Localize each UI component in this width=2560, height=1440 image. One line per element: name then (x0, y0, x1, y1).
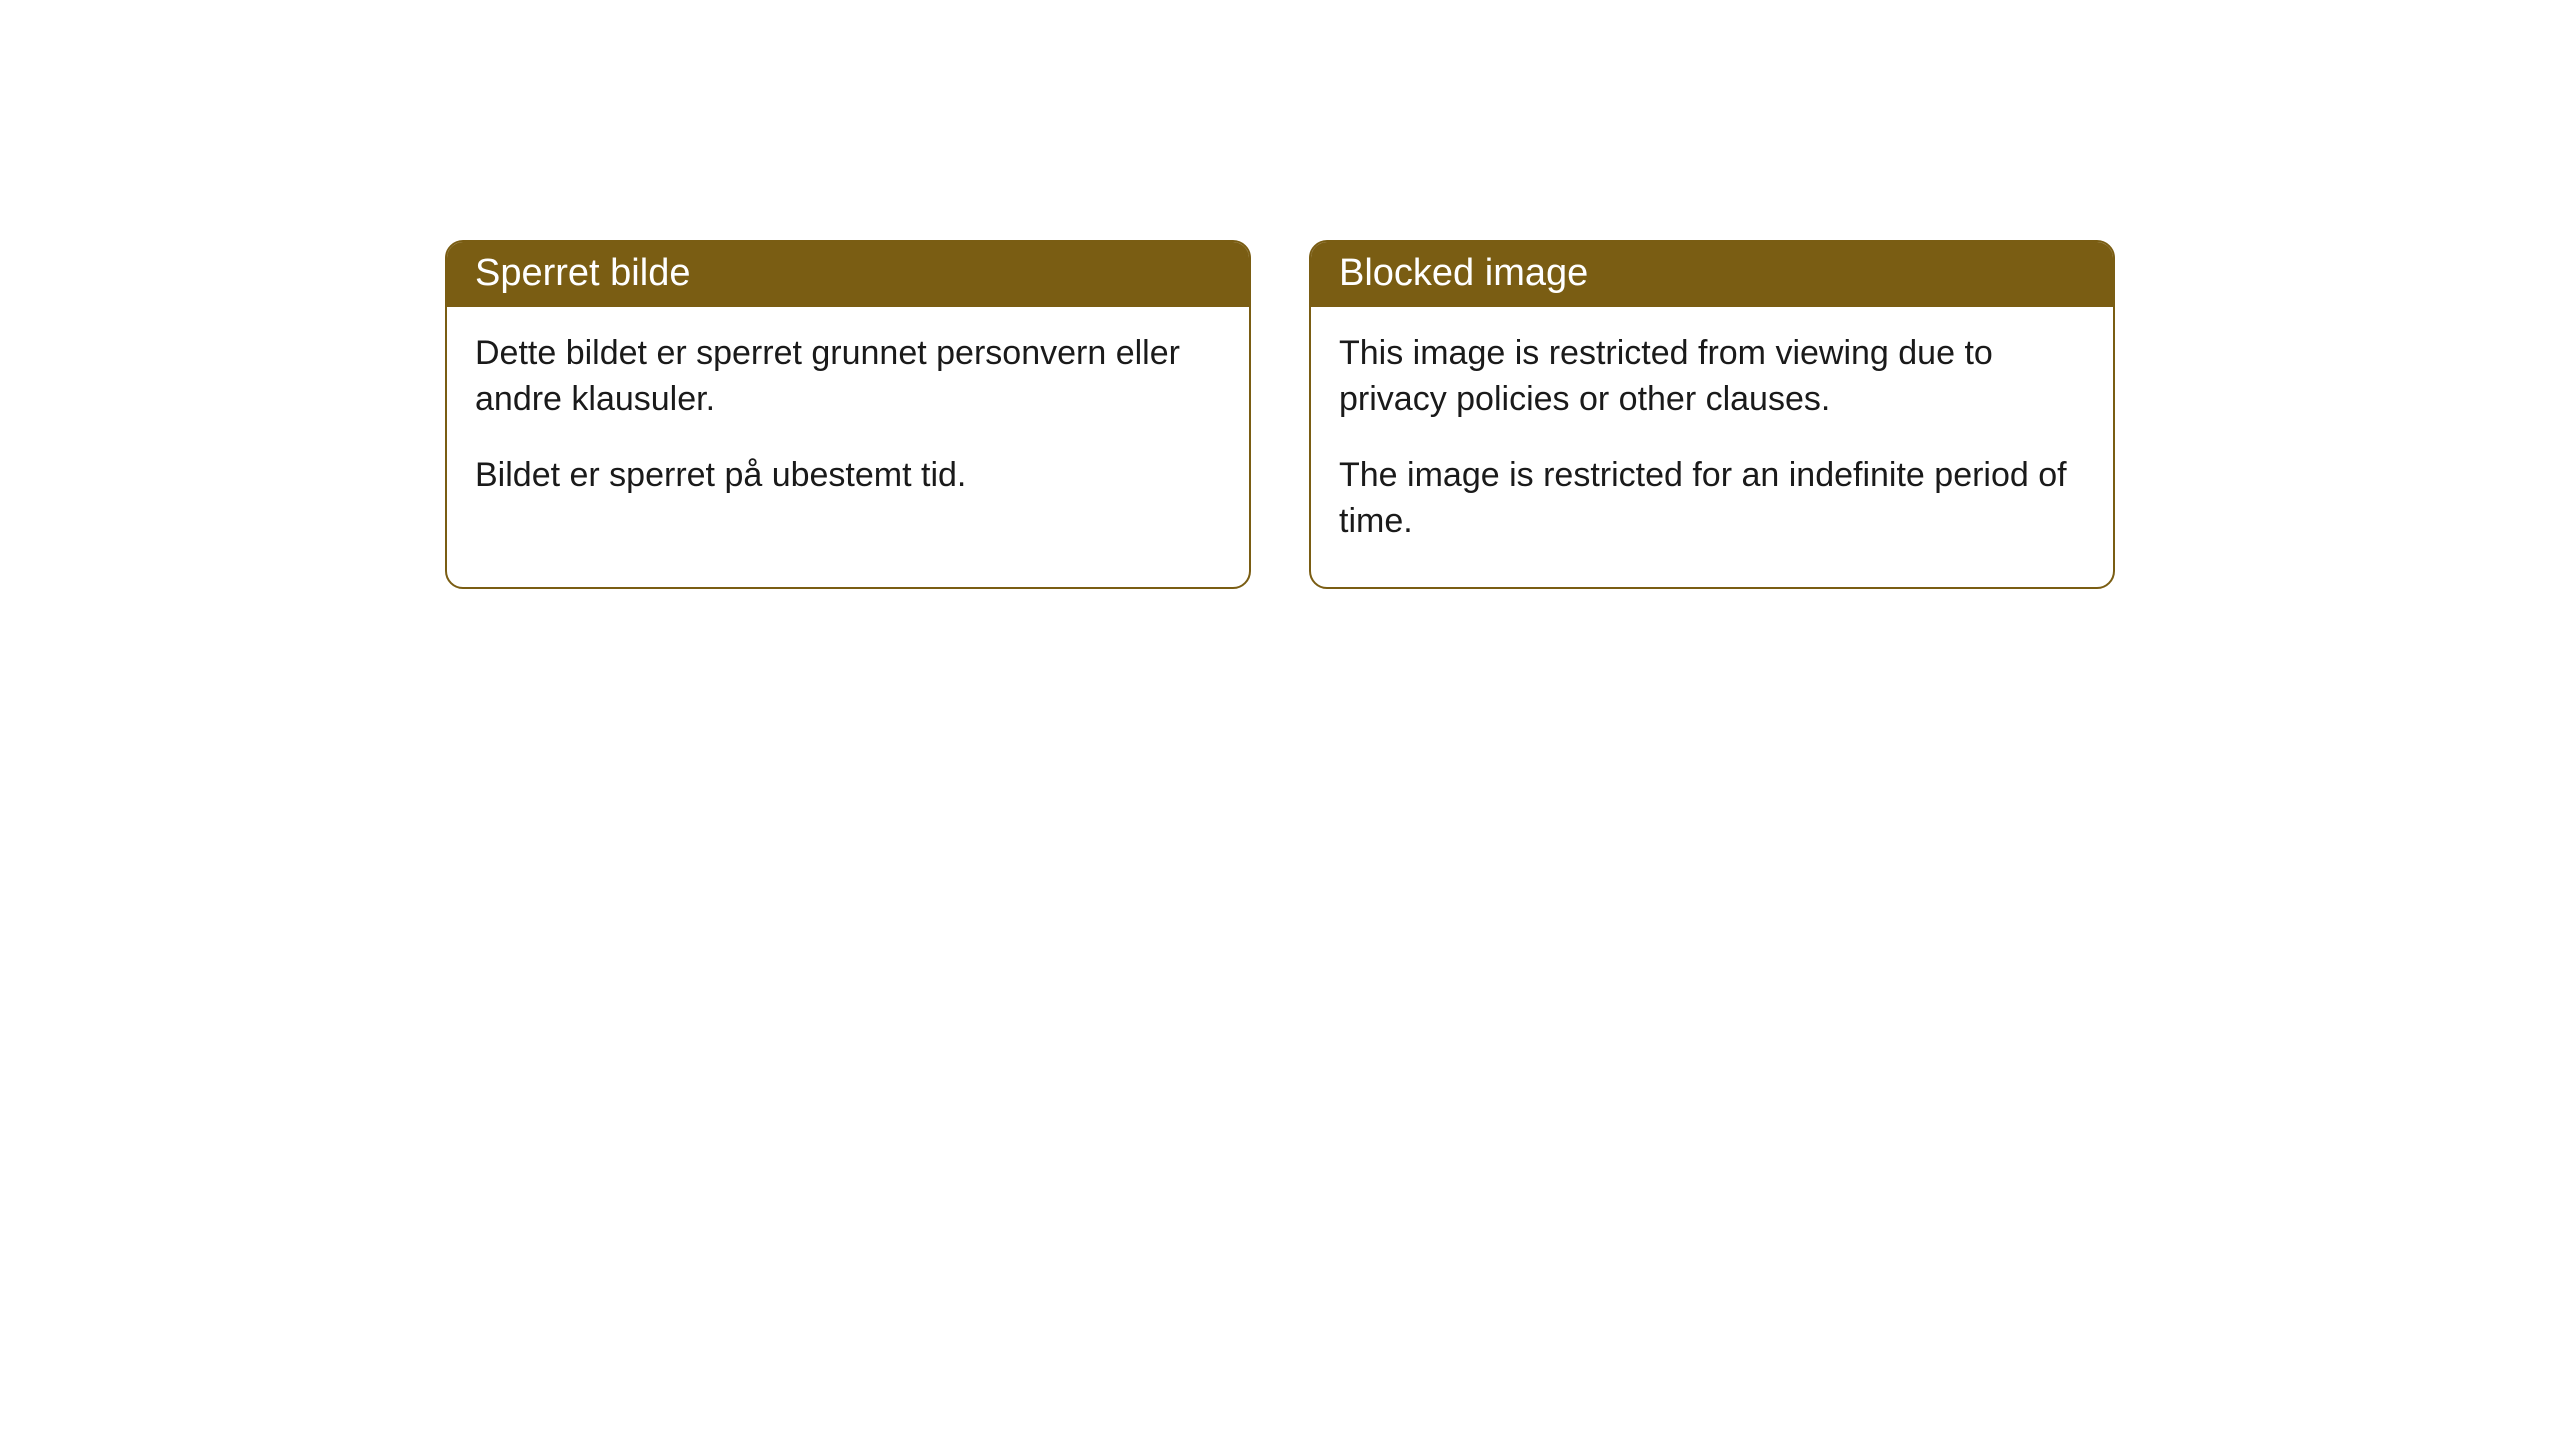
blocked-image-card-english: Blocked image This image is restricted f… (1309, 240, 2115, 589)
card-paragraph: Bildet er sperret på ubestemt tid. (475, 453, 1221, 499)
card-title: Sperret bilde (475, 252, 690, 294)
cards-container: Sperret bilde Dette bildet er sperret gr… (445, 240, 2115, 589)
card-paragraph: This image is restricted from viewing du… (1339, 331, 2085, 423)
card-paragraph: Dette bildet er sperret grunnet personve… (475, 331, 1221, 423)
card-header: Blocked image (1311, 242, 2113, 307)
card-title: Blocked image (1339, 252, 1588, 294)
blocked-image-card-norwegian: Sperret bilde Dette bildet er sperret gr… (445, 240, 1251, 589)
card-body: This image is restricted from viewing du… (1311, 307, 2113, 587)
card-header: Sperret bilde (447, 242, 1249, 307)
card-paragraph: The image is restricted for an indefinit… (1339, 453, 2085, 545)
card-body: Dette bildet er sperret grunnet personve… (447, 307, 1249, 541)
